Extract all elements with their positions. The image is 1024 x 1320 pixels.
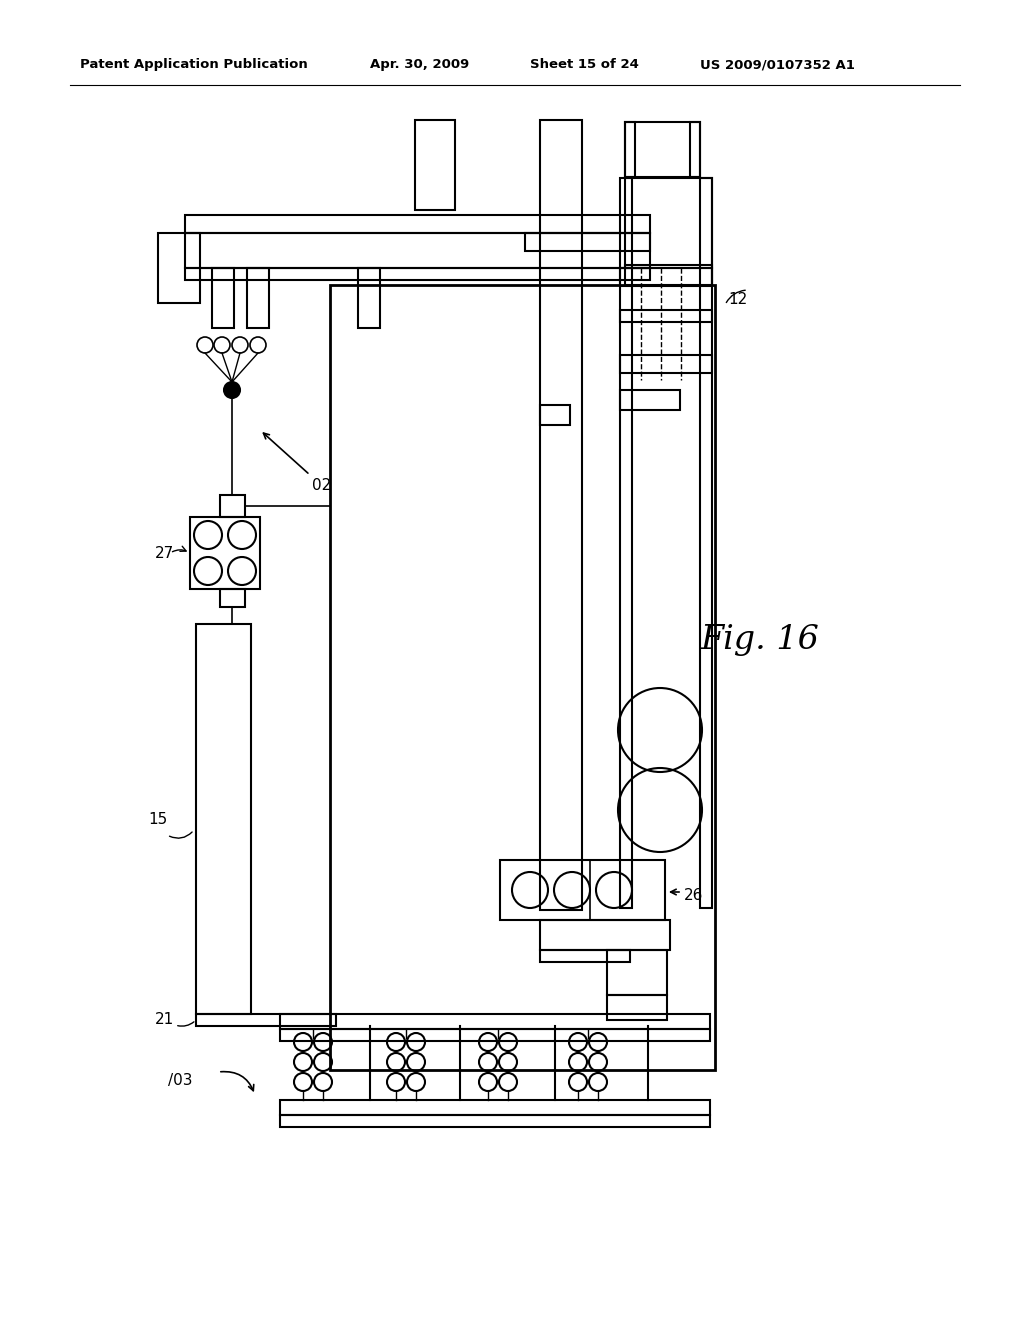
Bar (540, 405, 570, 425)
Text: 02: 02 (312, 478, 331, 492)
Bar (280, 1115, 710, 1127)
Bar (540, 120, 582, 909)
Text: 21: 21 (155, 1012, 174, 1027)
Bar (196, 624, 251, 1014)
Bar (190, 517, 260, 589)
Text: US 2009/0107352 A1: US 2009/0107352 A1 (700, 58, 855, 71)
Bar (625, 121, 700, 177)
Text: 26: 26 (684, 887, 703, 903)
Bar (185, 234, 650, 268)
Bar (158, 234, 200, 304)
Bar (212, 268, 234, 327)
Bar (415, 120, 455, 210)
Bar (700, 178, 712, 908)
Bar (607, 950, 667, 995)
Bar (607, 995, 667, 1020)
Bar (500, 861, 590, 920)
Text: Sheet 15 of 24: Sheet 15 of 24 (530, 58, 639, 71)
Bar (620, 355, 712, 374)
Bar (540, 920, 670, 950)
Bar (330, 285, 715, 1071)
Bar (620, 310, 712, 322)
Bar (358, 268, 380, 327)
Bar (620, 389, 680, 411)
Text: Patent Application Publication: Patent Application Publication (80, 58, 308, 71)
Bar (620, 178, 632, 908)
Bar (220, 589, 245, 607)
Bar (185, 215, 650, 234)
Bar (525, 234, 650, 251)
Bar (280, 1100, 710, 1115)
Bar (620, 268, 712, 286)
Bar (196, 1014, 336, 1026)
Bar (247, 268, 269, 327)
Bar (540, 950, 630, 962)
Circle shape (224, 381, 240, 399)
Bar (185, 268, 650, 280)
Text: Apr. 30, 2009: Apr. 30, 2009 (370, 58, 469, 71)
Bar (500, 861, 665, 920)
Text: 12: 12 (728, 293, 748, 308)
Text: Fig. 16: Fig. 16 (700, 624, 819, 656)
Text: 27: 27 (155, 545, 174, 561)
Bar (280, 1030, 710, 1041)
Bar (280, 1014, 710, 1030)
Bar (625, 121, 635, 177)
Text: /03: /03 (168, 1072, 193, 1088)
Bar (690, 121, 700, 177)
Text: 15: 15 (148, 813, 167, 828)
Bar (220, 495, 245, 517)
Bar (625, 265, 712, 285)
Bar (625, 178, 712, 268)
